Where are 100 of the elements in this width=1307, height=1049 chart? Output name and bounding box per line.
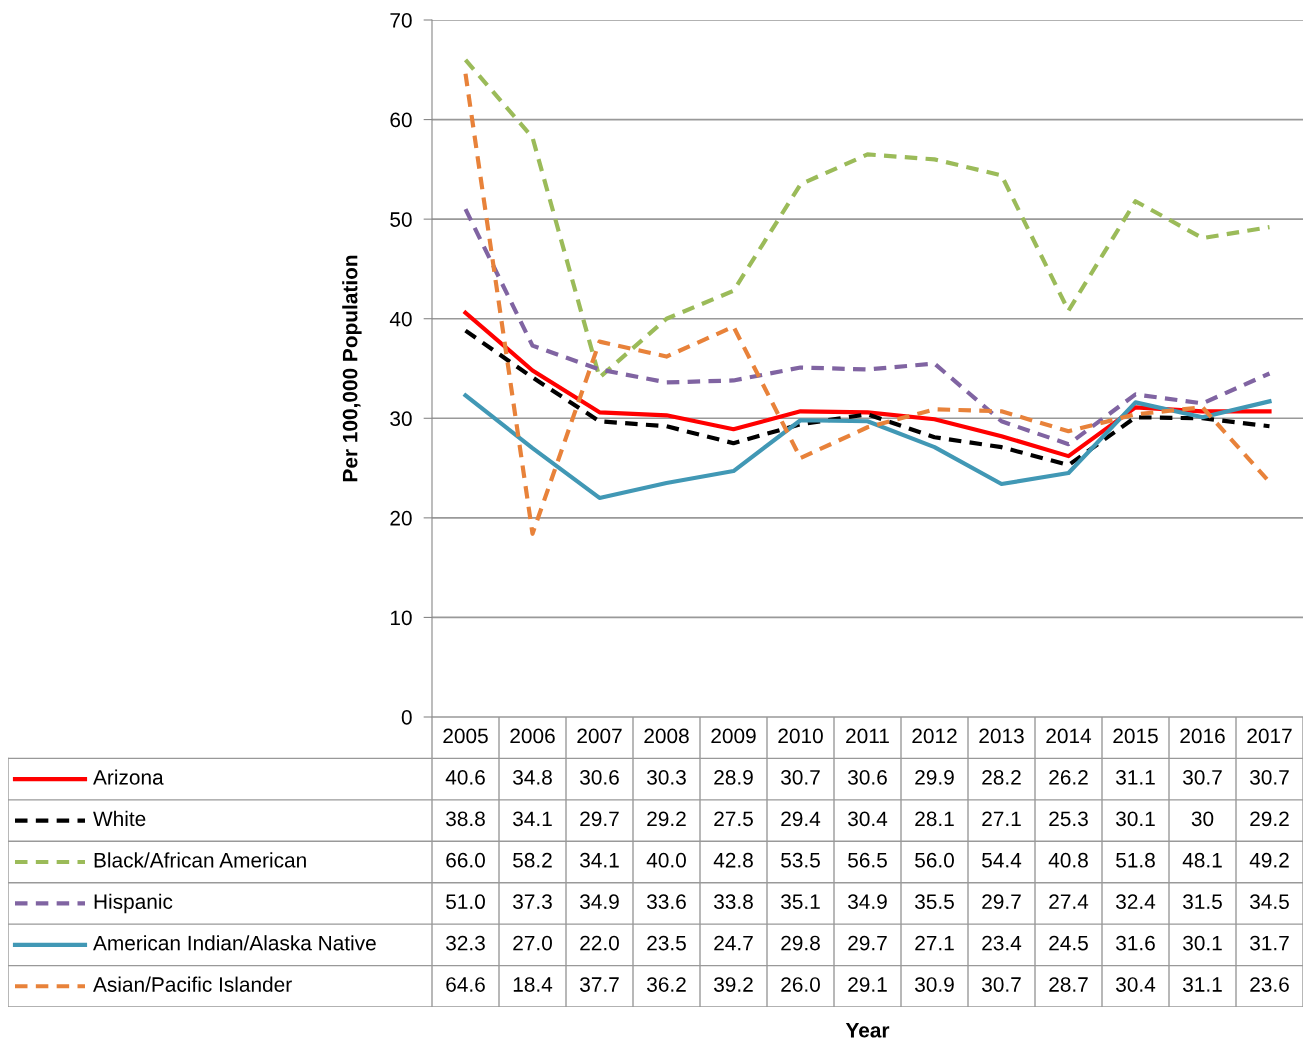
- data-label: 30.1: [1116, 811, 1155, 827]
- line-series: [463, 328, 1272, 468]
- data-label: 29.2: [647, 811, 686, 827]
- data-label: 27.4: [1049, 894, 1089, 909]
- data-label: 28.9: [714, 769, 753, 785]
- data-label: 30.7: [781, 769, 820, 785]
- y-tick-label: 20: [390, 510, 412, 526]
- legend-label: Black/African American: [94, 852, 306, 868]
- data-label: 23.6: [1250, 977, 1289, 992]
- data-label: 37.3: [513, 894, 552, 910]
- data-label: 35.5: [915, 894, 954, 910]
- data-label: 34.9: [848, 894, 887, 910]
- y-tick-label: 10: [390, 610, 412, 626]
- data-label: 51.0: [446, 894, 485, 910]
- y-tick-label: 50: [390, 212, 412, 227]
- data-label: 34.8: [513, 769, 552, 785]
- data-label: 27.5: [714, 811, 753, 827]
- data-label: 30.7: [1183, 769, 1222, 785]
- line-series: [463, 393, 1272, 501]
- data-label: 29.1: [848, 977, 887, 992]
- data-label: 58.2: [513, 852, 552, 868]
- data-label: 34.5: [1250, 894, 1289, 910]
- data-label: 30.4: [848, 811, 888, 827]
- x-tick-label: 2009: [711, 728, 756, 744]
- data-label: 31.5: [1183, 894, 1222, 910]
- line-series: [463, 57, 1272, 380]
- data-label: 31.7: [1250, 935, 1289, 951]
- data-label: 29.7: [982, 894, 1021, 910]
- legend-label: Asian/Pacific Islander: [93, 976, 292, 992]
- data-label: 40.8: [1048, 852, 1088, 868]
- data-label: 30.7: [1250, 769, 1289, 785]
- x-tick-label: 2015: [1113, 728, 1158, 744]
- data-label: 23.4: [982, 935, 1022, 951]
- data-label: 27.1: [915, 935, 954, 951]
- data-label: 27.1: [982, 811, 1021, 826]
- data-label: 29.9: [915, 769, 954, 785]
- data-label: 24.5: [1049, 935, 1088, 951]
- data-label: 29.7: [580, 811, 619, 827]
- data-label: 64.6: [446, 977, 485, 992]
- data-label: 39.2: [714, 977, 753, 992]
- data-label: 29.4: [781, 811, 821, 827]
- data-label: 29.7: [848, 935, 887, 951]
- data-label: 40.6: [445, 769, 485, 785]
- text: Year: [845, 1023, 890, 1038]
- data-label: 33.6: [647, 894, 686, 910]
- x-tick-label: 2014: [1046, 728, 1092, 744]
- data-label: 28.7: [1049, 977, 1088, 992]
- line-series: [463, 207, 1272, 447]
- x-tick-label: 2013: [979, 728, 1024, 744]
- data-label: 27.0: [513, 935, 552, 951]
- data-label: 30.9: [915, 977, 954, 992]
- y-tick-label: 40: [389, 311, 412, 327]
- data-label: 25.3: [1049, 811, 1088, 827]
- data-label: 34.1: [513, 811, 552, 827]
- y-tick-label: 70: [390, 13, 412, 28]
- legend-label: American Indian/Alaska Native: [93, 935, 376, 951]
- data-label: 26.2: [1049, 769, 1088, 785]
- x-tick-label: 2010: [778, 728, 823, 744]
- data-label: 29.2: [1250, 811, 1289, 827]
- y-tick-label: 0: [401, 710, 412, 725]
- data-label: 26.0: [781, 977, 820, 992]
- data-label: 18.4: [513, 977, 553, 992]
- data-label: 49.2: [1249, 852, 1289, 868]
- data-label: 30.4: [1116, 977, 1156, 992]
- legend-label: White: [93, 810, 146, 827]
- x-tick-label: 2005: [443, 728, 488, 744]
- data-label: 30: [1191, 811, 1214, 827]
- data-label: 30.7: [982, 977, 1021, 992]
- data-label: 51.8: [1116, 852, 1155, 868]
- data-label: 40.0: [646, 852, 686, 868]
- data-label: 32.4: [1116, 894, 1156, 910]
- x-tick-label: 2012: [912, 728, 957, 744]
- legend-label: Hispanic: [94, 893, 173, 914]
- data-label: 31.6: [1116, 935, 1155, 951]
- data-label: 34.1: [580, 852, 619, 868]
- x-tick-label: 2011: [846, 728, 889, 744]
- x-tick-label: 2016: [1180, 728, 1225, 744]
- data-label: 30.3: [647, 769, 686, 785]
- data-label: 30.1: [1183, 935, 1222, 951]
- data-label: 38.8: [446, 811, 485, 827]
- y-tick-label: 60: [390, 112, 412, 128]
- data-label: 28.1: [915, 811, 954, 827]
- data-label: 48.1: [1182, 852, 1222, 868]
- x-tick-label: 2007: [577, 728, 622, 744]
- data-label: 35.1: [781, 894, 820, 910]
- data-label: 30.6: [848, 769, 887, 785]
- data-label: 28.2: [982, 769, 1021, 785]
- data-label: 31.1: [1116, 769, 1155, 785]
- x-tick-label: 2006: [510, 728, 555, 744]
- y-tick-label: 30: [390, 411, 412, 427]
- data-label: 42.8: [713, 852, 753, 868]
- data-label: 23.5: [647, 935, 686, 951]
- y-axis-title: Per 100,000 Population: [342, 255, 362, 482]
- x-tick-label: 2008: [644, 728, 689, 744]
- data-label: 22.0: [580, 935, 619, 951]
- x-tick-label: 2017: [1247, 728, 1292, 744]
- data-label: 56.5: [848, 852, 887, 868]
- data-label: 54.4: [982, 853, 1022, 868]
- data-label: 30.6: [580, 769, 619, 785]
- data-label: 53.5: [781, 852, 820, 868]
